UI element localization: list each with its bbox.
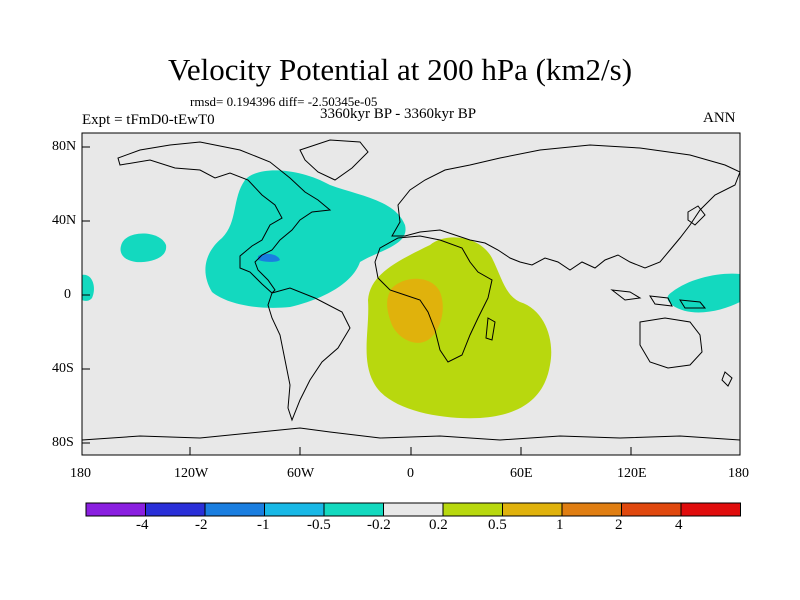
colorbar xyxy=(85,502,741,517)
colorbar-label: -4 xyxy=(136,517,149,533)
africa-coast xyxy=(374,235,493,363)
colorbar-label: 1 xyxy=(556,517,564,533)
colorbar-swatch xyxy=(145,502,206,517)
north-america-coast xyxy=(117,141,332,294)
lon-label-120w: 120W xyxy=(174,466,209,481)
chart-title: Velocity Potential at 200 hPa (km2/s) xyxy=(167,52,633,87)
colorbar-label: -0.5 xyxy=(307,517,331,533)
colorbar-swatch xyxy=(561,502,622,517)
madagascar-coast xyxy=(485,317,496,341)
axis-ticks xyxy=(82,146,632,455)
antarctica-coast xyxy=(81,427,741,441)
congo-strong-positive-anomaly xyxy=(387,278,443,343)
new-zealand-coast xyxy=(721,371,733,387)
colorbar-swatch xyxy=(204,502,265,517)
colorbar-swatch xyxy=(621,502,682,517)
west-pacific-warm-pool-anomaly xyxy=(667,273,740,313)
colorbar-swatch xyxy=(442,502,503,517)
lon-label-180w: 180 xyxy=(70,466,91,481)
caribbean-small-anomaly xyxy=(258,253,280,262)
japan-coast xyxy=(687,205,706,226)
colorbar-label: -0.2 xyxy=(367,517,391,533)
lon-label-0: 0 xyxy=(407,466,414,481)
south-america-coast xyxy=(267,287,351,422)
colorbar-label: -2 xyxy=(195,517,208,533)
colorbar-label: 2 xyxy=(615,517,623,533)
lon-label-120e: 120E xyxy=(617,466,647,481)
lat-label-40n: 40N xyxy=(52,213,77,228)
colorbar-swatch xyxy=(85,502,146,517)
colorbar-swatch xyxy=(502,502,563,517)
colorbar-label: 0.2 xyxy=(429,517,448,533)
lat-label-80n: 80N xyxy=(52,139,77,154)
australia-coast xyxy=(639,317,703,369)
colorbar-swatch xyxy=(323,502,384,517)
north-atlantic-anomaly xyxy=(205,170,406,308)
west-pacific-edge-anomaly xyxy=(82,274,94,301)
lon-label-60w: 60W xyxy=(287,466,315,481)
greenland-coast xyxy=(299,139,369,181)
lat-label-80s: 80S xyxy=(52,435,74,450)
stats-line: rmsd= 0.194396 diff= -2.50345e-05 xyxy=(190,94,378,109)
coastlines xyxy=(81,139,741,441)
colorbar-label: 4 xyxy=(675,517,683,533)
colorbar-label: -1 xyxy=(257,517,270,533)
lat-label-40s: 40S xyxy=(52,361,74,376)
period-label: 3360kyr BP - 3360kyr BP xyxy=(320,106,477,122)
lat-label-eq: 0 xyxy=(64,287,71,302)
season-label: ANN xyxy=(703,110,736,126)
experiment-label: Expt = tFmD0-tEwT0 xyxy=(82,112,215,128)
lon-label-60e: 60E xyxy=(510,466,533,481)
colorbar-swatch xyxy=(383,502,444,517)
east-pacific-anomaly xyxy=(120,233,167,263)
colorbar-label: 0.5 xyxy=(488,517,507,533)
negative-anomaly-regions xyxy=(82,170,740,313)
colorbar-swatch xyxy=(264,502,325,517)
eurasia-coast xyxy=(391,144,741,271)
lon-label-180e: 180 xyxy=(728,466,749,481)
indonesia-islands xyxy=(610,289,707,309)
colorbar-swatch xyxy=(680,502,741,517)
